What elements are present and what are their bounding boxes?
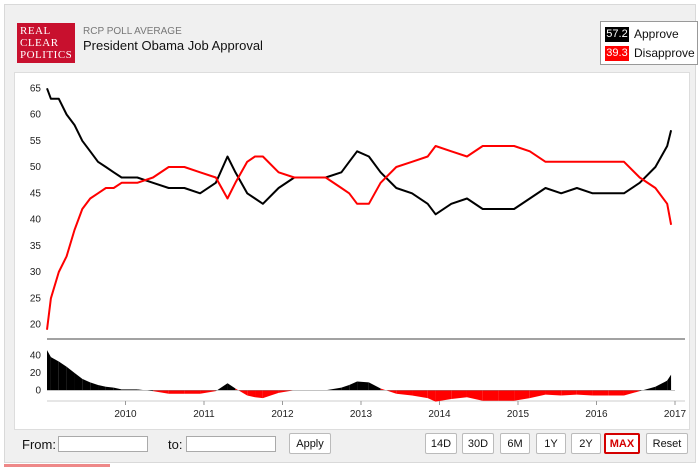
range-30d-button[interactable]: 30D xyxy=(462,433,494,454)
spread-segment xyxy=(427,390,436,402)
spread-segment xyxy=(655,380,668,391)
chart-title: President Obama Job Approval xyxy=(83,38,263,53)
legend-approve[interactable]: 57.2 Approve xyxy=(605,26,679,42)
spread-segment xyxy=(235,388,248,396)
disapprove-label: Disapprove xyxy=(634,46,695,60)
range-2y-button[interactable]: 2Y xyxy=(571,433,601,454)
reset-button[interactable]: Reset xyxy=(646,433,688,454)
spread-segment xyxy=(368,382,381,391)
spread-segment xyxy=(667,374,672,391)
y-tick-label: 30 xyxy=(30,267,42,278)
spread-segment xyxy=(341,385,350,391)
spread-segment xyxy=(47,350,51,391)
spread-segment xyxy=(435,390,452,402)
y-tick-label: 35 xyxy=(30,241,42,252)
spread-segment xyxy=(592,390,609,396)
spread-segment xyxy=(325,387,342,391)
apply-button[interactable]: Apply xyxy=(289,433,331,454)
logo-line-1: REAL xyxy=(20,25,51,37)
spread-segment xyxy=(247,390,256,398)
spread-segment xyxy=(451,390,467,399)
spread-segment xyxy=(412,390,428,399)
spread-segment xyxy=(74,372,83,391)
spread-segment xyxy=(396,390,413,396)
spread-segment xyxy=(66,366,75,391)
spread-segment xyxy=(200,390,216,394)
spread-segment xyxy=(215,383,228,392)
range-max-button[interactable]: MAX xyxy=(604,433,640,454)
spread-segment xyxy=(608,390,624,396)
y-tick-label: 20 xyxy=(30,320,42,331)
y-tick-label: 40 xyxy=(30,215,42,226)
spread-y-tick-label: 40 xyxy=(30,350,42,361)
spread-segment xyxy=(529,390,546,399)
spread-segment xyxy=(514,390,530,401)
y-tick-label: 45 xyxy=(30,188,42,199)
spread-segment xyxy=(105,386,114,391)
series-line-approve xyxy=(46,87,673,216)
spread-segment xyxy=(576,390,593,396)
x-tick-label: 2015 xyxy=(507,409,530,420)
x-tick-label: 2016 xyxy=(585,409,608,420)
disapprove-value: 39.3 xyxy=(605,45,629,61)
x-tick-label: 2013 xyxy=(350,409,373,420)
x-tick-label: 2012 xyxy=(271,409,294,420)
x-tick-label: 2010 xyxy=(114,409,137,420)
spread-segment xyxy=(137,389,153,392)
spread-segment xyxy=(357,381,369,391)
spread-segment xyxy=(152,390,169,394)
spread-segment xyxy=(466,390,483,401)
y-tick-label: 55 xyxy=(30,136,42,147)
spread-segment xyxy=(498,390,515,401)
line-chart-svg[interactable]: 20 25 30 35 40 45 50 55 60 65 0 20 40 2010 2011 2012 201… xyxy=(15,73,691,431)
x-tick-label: 2014 xyxy=(428,409,451,420)
series-line-disapprove xyxy=(46,145,673,330)
spread-segment xyxy=(349,381,358,391)
approve-value: 57.2 xyxy=(605,26,629,42)
spread-segment xyxy=(227,383,236,391)
range-controls: From: to: Apply 14D 30D 6M 1Y 2Y MAX Res… xyxy=(0,432,700,458)
spread-y-tick-label: 0 xyxy=(35,385,41,396)
y-tick-label: 50 xyxy=(30,162,42,173)
x-tick-label: 2011 xyxy=(193,409,215,420)
spread-segment xyxy=(278,390,295,393)
y-tick-label: 65 xyxy=(30,83,42,94)
chart-kicker: RCP POLL AVERAGE xyxy=(83,26,182,37)
footer-brand-strip xyxy=(4,462,114,467)
from-label: From: xyxy=(22,437,56,452)
y-tick-label: 25 xyxy=(30,293,42,304)
approve-label: Approve xyxy=(634,27,679,41)
spread-segment xyxy=(623,390,640,396)
spread-segment xyxy=(482,390,499,401)
spread-segment xyxy=(545,390,562,396)
spread-segment xyxy=(90,382,99,391)
range-6m-button[interactable]: 6M xyxy=(500,433,530,454)
spread-segment xyxy=(561,390,577,396)
y-tick-label: 60 xyxy=(30,110,42,121)
spread-segment xyxy=(58,361,67,391)
spread-segment xyxy=(184,390,201,394)
chart-legend: 57.2 Approve 39.3 Disapprove xyxy=(600,21,698,65)
to-date-input[interactable] xyxy=(186,436,276,452)
logo-line-2: CLEAR xyxy=(20,37,59,49)
to-label: to: xyxy=(168,437,183,452)
spread-segment xyxy=(50,357,59,391)
rcp-logo[interactable]: REAL CLEAR POLITICS xyxy=(17,23,75,63)
x-tick-label: 2017 xyxy=(664,409,687,420)
spread-segment xyxy=(262,390,279,399)
spread-segment xyxy=(113,387,122,391)
from-date-input[interactable] xyxy=(58,436,148,452)
range-1y-button[interactable]: 1Y xyxy=(536,433,566,454)
range-14d-button[interactable]: 14D xyxy=(425,433,457,454)
spread-segment xyxy=(82,378,91,391)
plot-area[interactable]: 20 25 30 35 40 45 50 55 60 65 0 20 40 2010 2011 2012 201… xyxy=(14,72,690,430)
spread-segment xyxy=(380,388,397,394)
spread-y-tick-label: 20 xyxy=(30,368,42,379)
legend-disapprove[interactable]: 39.3 Disapprove xyxy=(605,45,695,61)
spread-segment xyxy=(98,385,106,391)
spread-segment xyxy=(168,390,185,394)
logo-line-3: POLITICS xyxy=(20,49,73,61)
spread-segment xyxy=(255,390,263,399)
